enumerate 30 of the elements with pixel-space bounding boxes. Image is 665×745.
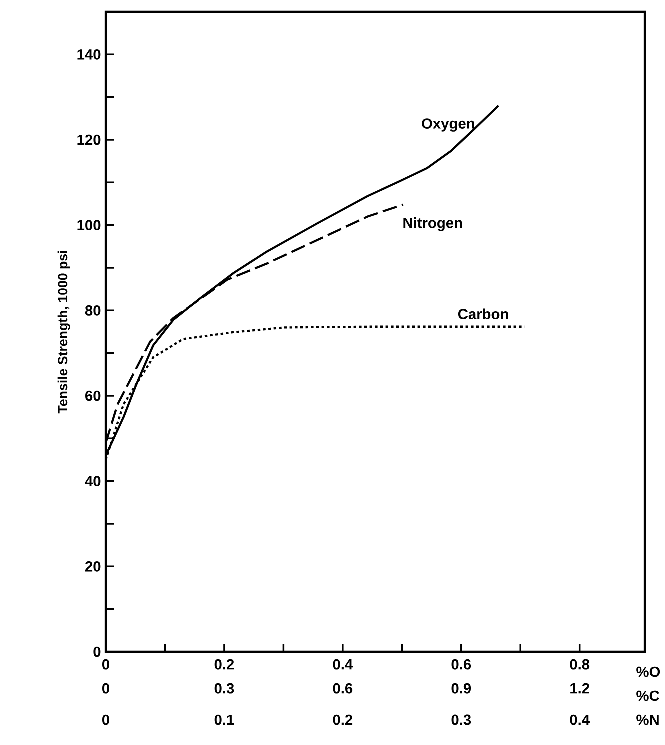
y-tick-label: 60 bbox=[86, 390, 101, 402]
text: 0.1 bbox=[214, 714, 234, 726]
x2-tick-label: 0.9 bbox=[452, 683, 472, 694]
x-tick-label: 0.6 bbox=[452, 659, 472, 670]
y-tick-label: 0 bbox=[94, 646, 101, 658]
y-tick-label: 140 bbox=[78, 49, 101, 60]
text: 0.2 bbox=[333, 714, 353, 726]
x2-axis-title: %C bbox=[636, 690, 660, 702]
y-tick-label: 120 bbox=[78, 134, 101, 146]
text: 0 bbox=[102, 714, 110, 726]
x-axis-title: %O bbox=[636, 666, 660, 678]
series-label: Carbon bbox=[458, 308, 508, 320]
x-tick-label: 0.8 bbox=[570, 659, 590, 670]
x2-tick-label: 0.3 bbox=[214, 683, 234, 694]
x-tick-label: 0.2 bbox=[214, 659, 234, 670]
y-tick-label: 100 bbox=[78, 220, 101, 231]
y-axis-title: Tensile Strength, 1000 psi bbox=[58, 251, 70, 414]
text: %N bbox=[636, 714, 659, 726]
y-tick-label: 40 bbox=[85, 476, 101, 487]
text: 0.3 bbox=[452, 714, 472, 726]
y-tick-label: 20 bbox=[85, 561, 101, 572]
x2-tick-label: 0.6 bbox=[333, 683, 353, 694]
x-tick-label: 0 bbox=[102, 659, 110, 670]
x2-tick-label: 1.2 bbox=[570, 683, 590, 694]
x-tick-label: 0.4 bbox=[333, 659, 354, 670]
text: 0.4 bbox=[570, 714, 590, 726]
series-label: Nitrogen bbox=[404, 218, 462, 232]
y-tick-label: 80 bbox=[85, 305, 101, 316]
x2-tick-label: 0 bbox=[102, 683, 110, 694]
series-label: Oxygen bbox=[422, 118, 474, 132]
